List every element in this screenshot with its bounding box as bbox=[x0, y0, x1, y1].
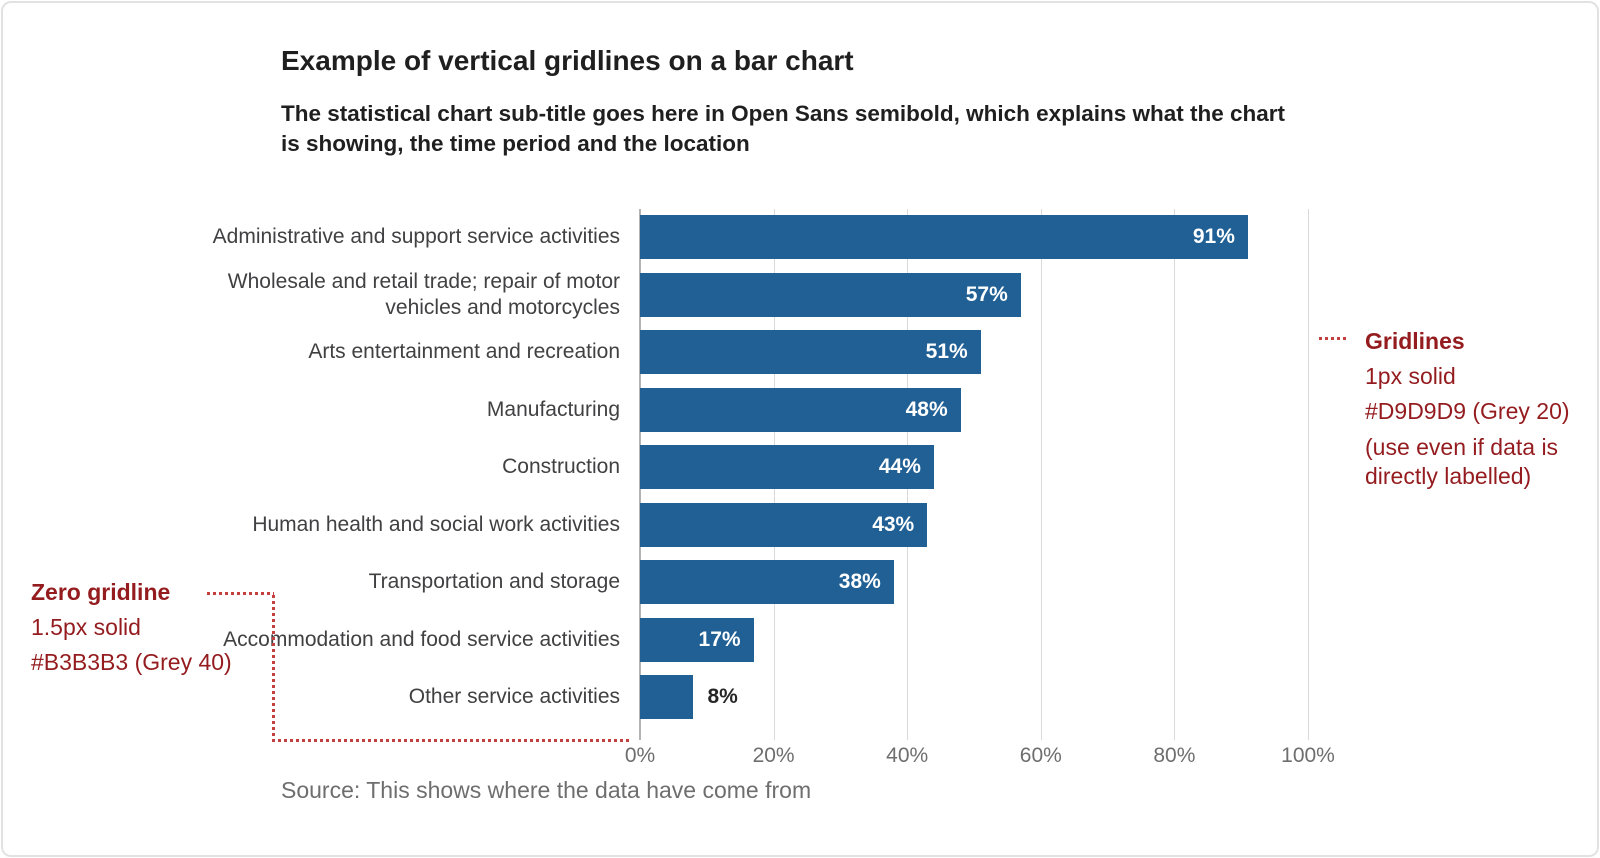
category-axis: Administrative and support service activ… bbox=[3, 209, 620, 740]
bar-value-label: 17% bbox=[698, 627, 741, 651]
source-note: Source: This shows where the data have c… bbox=[281, 777, 812, 803]
category-label: Wholesale and retail trade; repair of mo… bbox=[227, 269, 620, 319]
category-label: Construction bbox=[502, 455, 620, 478]
x-axis-tick-label: 100% bbox=[1281, 744, 1335, 767]
x-axis-tick-label: 80% bbox=[1153, 744, 1196, 767]
bar: 8% bbox=[640, 675, 738, 719]
annotation-gridlines-line: 1px solid bbox=[1365, 363, 1456, 389]
category-label: Human health and social work activities bbox=[252, 512, 620, 536]
category-label: Other service activities bbox=[408, 685, 620, 708]
x-axis-tick-label: 0% bbox=[624, 744, 656, 767]
annotation-zero-line: 1.5px solid bbox=[31, 614, 141, 640]
annotation-gridlines: Gridlines 1px solid #D9D9D9 (Grey 20) (u… bbox=[1365, 324, 1593, 491]
annotation-gridlines-line: #D9D9D9 (Grey 20) bbox=[1365, 398, 1570, 424]
chart-title: Example of vertical gridlines on a bar c… bbox=[281, 45, 854, 76]
x-axis-tick-label: 60% bbox=[1019, 744, 1062, 767]
bar: 57% bbox=[640, 272, 1021, 317]
bar-value-label: 48% bbox=[905, 397, 948, 421]
category-label: Arts entertainment and recreation bbox=[308, 340, 620, 363]
bar-value-label: 43% bbox=[872, 512, 915, 536]
leader-line-zero-vertical bbox=[272, 595, 275, 741]
x-axis: 0% 20% 40% 60% 80% 100% bbox=[625, 744, 1335, 772]
bar-value-label: 44% bbox=[878, 455, 921, 478]
leader-line-zero-bottom bbox=[272, 739, 630, 742]
bar: 48% bbox=[640, 387, 961, 432]
plot-area: 91% 57% 51% 48% 44% 43% 38% 17% 8% bbox=[639, 209, 1309, 740]
gridline-100 bbox=[1308, 209, 1309, 740]
leader-line-gridlines bbox=[1319, 337, 1349, 340]
annotation-gridlines-heading: Gridlines bbox=[1365, 328, 1465, 354]
bar-value-label: 8% bbox=[707, 685, 738, 708]
category-label: Manufacturing bbox=[486, 397, 620, 421]
bar: 43% bbox=[640, 502, 928, 547]
annotation-gridlines-line: (use even if data is directly labelled) bbox=[1365, 434, 1559, 489]
annotation-zero-gridline: Zero gridline 1.5px solid #B3B3B3 (Grey … bbox=[31, 575, 271, 680]
category-label: Accommodation and food service activitie… bbox=[223, 627, 620, 651]
gridline-80 bbox=[1174, 209, 1176, 740]
annotation-zero-heading: Zero gridline bbox=[31, 579, 171, 605]
bar-value-label: 51% bbox=[925, 340, 968, 363]
gridline-60 bbox=[1040, 209, 1042, 740]
bar: 44% bbox=[640, 445, 934, 489]
bar: 51% bbox=[640, 330, 981, 374]
bar: 17% bbox=[640, 617, 754, 662]
leader-line-zero-top bbox=[207, 592, 274, 595]
category-label: Administrative and support service activ… bbox=[212, 225, 620, 248]
x-axis-tick-label: 20% bbox=[752, 744, 795, 767]
bar-value-label: 57% bbox=[965, 282, 1008, 306]
bar: 91% bbox=[640, 215, 1248, 259]
chart-subtitle: The statistical chart sub-title goes her… bbox=[281, 101, 1285, 156]
bar-value-label: 38% bbox=[838, 570, 881, 593]
bar-value-label: 91% bbox=[1192, 225, 1235, 248]
x-axis-tick-label: 40% bbox=[886, 744, 929, 767]
bar: 38% bbox=[640, 560, 894, 604]
category-label: Transportation and storage bbox=[368, 570, 620, 593]
annotation-zero-line: #B3B3B3 (Grey 40) bbox=[31, 649, 232, 675]
